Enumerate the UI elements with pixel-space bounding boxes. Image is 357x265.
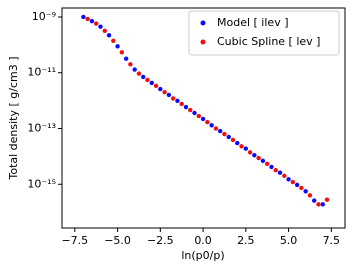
data-point <box>230 137 236 143</box>
data-point <box>136 71 142 76</box>
data-point <box>286 177 291 182</box>
data-point <box>145 77 150 83</box>
data-point <box>166 92 172 98</box>
data-point <box>89 18 95 24</box>
data-point <box>217 128 223 134</box>
legend-label: Model [ ilev ] <box>217 16 289 29</box>
data-point <box>303 189 308 194</box>
data-point <box>132 67 137 72</box>
data-point <box>226 134 231 140</box>
data-point <box>269 164 274 170</box>
data-point <box>209 123 214 128</box>
data-point <box>81 14 86 20</box>
x-tick-label: 2.5 <box>237 234 255 247</box>
y-tick-label: 10⁻¹³ <box>27 122 56 135</box>
data-point <box>102 28 107 33</box>
y-tick-label: 10⁻¹⁵ <box>27 177 56 190</box>
x-tick-label: 5.0 <box>280 234 298 247</box>
data-point <box>324 197 330 202</box>
data-point <box>106 33 112 38</box>
data-point <box>264 161 270 167</box>
x-tick-label: 0.0 <box>194 234 212 247</box>
x-tick-label: −5.0 <box>104 234 131 247</box>
y-tick-label: 10⁻⁹ <box>32 10 56 23</box>
data-point <box>316 202 321 207</box>
data-point <box>158 86 163 92</box>
data-point <box>123 56 129 61</box>
legend-marker <box>200 39 206 45</box>
legend-label: Cubic Spline [ lev ] <box>217 35 320 48</box>
data-point <box>256 155 261 161</box>
data-point <box>192 110 197 116</box>
data-point <box>243 146 249 151</box>
data-point <box>175 98 180 104</box>
data-point <box>119 50 125 55</box>
data-point <box>235 140 240 146</box>
x-tick-label: −2.5 <box>147 234 174 247</box>
data-point <box>153 83 159 89</box>
data-point <box>277 170 283 175</box>
data-point <box>149 80 154 86</box>
data-point <box>98 24 103 29</box>
data-point <box>260 158 266 164</box>
data-point <box>179 101 184 107</box>
legend-box <box>188 10 340 56</box>
data-point <box>320 202 325 207</box>
data-point <box>273 167 278 173</box>
data-point <box>213 126 219 131</box>
data-point <box>183 104 189 110</box>
data-point <box>111 38 116 43</box>
data-point <box>307 193 313 198</box>
x-axis-label: ln(p0/p) <box>181 249 224 262</box>
data-point <box>294 182 300 188</box>
data-point <box>188 107 193 113</box>
data-point <box>170 96 176 101</box>
data-point <box>196 113 201 119</box>
y-tick-label: 10⁻¹¹ <box>27 66 56 79</box>
x-tick-label: 7.5 <box>323 234 341 247</box>
data-point <box>282 173 287 179</box>
data-point <box>162 90 167 95</box>
data-point <box>252 153 257 158</box>
data-point <box>222 131 227 137</box>
legend-marker <box>200 20 206 26</box>
data-point <box>93 21 99 26</box>
data-point <box>115 44 120 49</box>
x-tick-label: −7.5 <box>61 234 88 247</box>
data-point <box>200 116 206 122</box>
data-point <box>312 198 317 203</box>
y-axis-label: Total density [ g/cm3 ] <box>7 56 20 180</box>
data-point <box>290 179 296 185</box>
data-point <box>299 185 304 191</box>
data-point <box>85 16 90 22</box>
data-point <box>141 74 146 80</box>
data-point <box>205 119 210 125</box>
data-point <box>247 150 253 155</box>
data-point <box>239 144 244 149</box>
data-point <box>128 62 133 67</box>
